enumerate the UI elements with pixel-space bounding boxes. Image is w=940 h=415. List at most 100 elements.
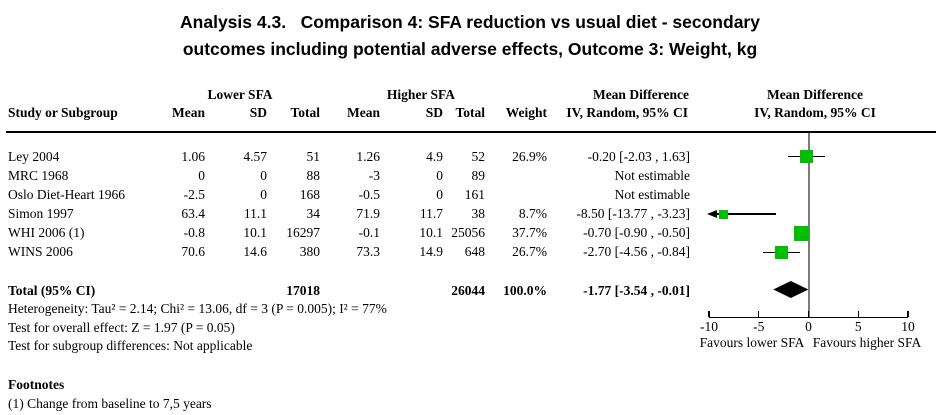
mean-lower: 1.06 xyxy=(181,149,205,164)
total-md-ci: -1.77 [-3.54 , -0.01] xyxy=(583,283,690,298)
sd-higher: 10.1 xyxy=(419,225,443,240)
favours-right-label: Favours higher SFA xyxy=(812,335,922,350)
effect-square-marker xyxy=(794,225,810,241)
total-higher: 25056 xyxy=(451,225,485,240)
weight-value: 26.7% xyxy=(512,244,547,259)
md-ci-value: Not estimable xyxy=(614,168,690,183)
mean-lower: -0.8 xyxy=(183,225,205,240)
footnote-item: (1) Change from baseline to 7,5 years xyxy=(8,396,212,411)
total-higher: 89 xyxy=(471,168,486,183)
study-row: Oslo Diet-Heart 1966 -2.5 0 168 -0.5 0 1… xyxy=(0,185,940,204)
mean-higher: 73.3 xyxy=(356,244,380,259)
axis-tick-label: -10 xyxy=(700,319,718,334)
pooled-diamond xyxy=(773,281,809,298)
weight-value: 37.7% xyxy=(512,225,547,240)
sd-higher: 0 xyxy=(436,168,443,183)
total-lower: 88 xyxy=(306,168,321,183)
total-higher: 52 xyxy=(471,149,486,164)
sd-lower: 14.6 xyxy=(243,244,267,259)
offscale-arrow-icon xyxy=(707,209,717,218)
column-header-sd2: SD xyxy=(425,105,443,120)
axis-tick-label: -5 xyxy=(753,319,765,334)
axis-tick xyxy=(807,311,810,317)
axis-tick xyxy=(857,311,859,317)
md-ci-value: Not estimable xyxy=(614,187,690,202)
sd-higher: 11.7 xyxy=(419,206,443,221)
header-mean-difference-right: Mean Difference xyxy=(766,87,864,102)
axis-tick xyxy=(758,311,760,317)
study-row: Simon 1997 63.4 11.1 34 71.9 11.7 38 8.7… xyxy=(0,204,940,223)
sd-lower: 10.1 xyxy=(243,225,267,240)
total-weight: 100.0% xyxy=(503,283,547,298)
axis-tick xyxy=(907,311,909,317)
sd-lower: 0 xyxy=(260,187,267,202)
total-higher: 648 xyxy=(464,244,485,259)
sd-lower: 11.1 xyxy=(243,206,267,221)
weight-value: 8.7% xyxy=(518,206,547,221)
x-axis xyxy=(709,317,908,319)
axis-tick-label: 10 xyxy=(901,319,915,334)
group-header-higher-sfa: Higher SFA xyxy=(386,87,456,102)
sd-lower: 0 xyxy=(260,168,267,183)
column-header-ci-left: IV, Random, 95% CI xyxy=(566,105,688,120)
column-header-mean2: Mean xyxy=(347,105,380,120)
mean-lower: -2.5 xyxy=(183,187,205,202)
favours-left-label: Favours lower SFA xyxy=(699,335,805,350)
effect-square-marker xyxy=(719,209,729,219)
study-name: WHI 2006 (1) xyxy=(8,225,85,240)
sd-higher: 0 xyxy=(436,187,443,202)
mean-lower: 70.6 xyxy=(181,244,205,259)
total-lower: 51 xyxy=(306,149,321,164)
study-name: Simon 1997 xyxy=(8,206,74,221)
subgroup-diff-stat: Test for subgroup differences: Not appli… xyxy=(8,338,253,353)
axis-tick-label: 5 xyxy=(854,319,862,334)
column-header-mean1: Mean xyxy=(172,105,205,120)
total-lower-sum: 17018 xyxy=(286,283,320,298)
analysis-title-line1: Analysis 4.3. Comparison 4: SFA reductio… xyxy=(180,12,760,32)
md-ci-value: -0.70 [-0.90 , -0.50] xyxy=(583,225,690,240)
axis-tick-label: 0 xyxy=(805,319,812,334)
mean-lower: 63.4 xyxy=(181,206,205,221)
study-name: Oslo Diet-Heart 1966 xyxy=(8,187,125,202)
column-header-ci-right: IV, Random, 95% CI xyxy=(754,105,876,120)
mean-higher: -0.1 xyxy=(358,225,380,240)
zero-line xyxy=(807,133,810,317)
study-name: Ley 2004 xyxy=(8,149,60,164)
total-lower: 34 xyxy=(306,206,321,221)
sd-higher: 4.9 xyxy=(426,149,443,164)
mean-higher: -0.5 xyxy=(358,187,380,202)
column-header-weight: Weight xyxy=(505,105,547,120)
study-name: WINS 2006 xyxy=(8,244,73,259)
column-header-study: Study or Subgroup xyxy=(8,105,118,120)
md-ci-value: -8.50 [-13.77 , -3.23] xyxy=(576,206,690,221)
header-rule xyxy=(6,131,936,133)
study-row: MRC 1968 0 0 88 -3 0 89 Not estimable xyxy=(0,166,940,185)
ci-line xyxy=(709,213,777,215)
mean-higher: 71.9 xyxy=(356,206,380,221)
header-mean-difference-left: Mean Difference xyxy=(592,87,690,102)
overall-effect-stat: Test for overall effect: Z = 1.97 (P = 0… xyxy=(8,320,235,335)
study-row: WINS 2006 70.6 14.6 380 73.3 14.9 648 26… xyxy=(0,242,940,261)
study-name: MRC 1968 xyxy=(8,168,69,183)
total-label: Total (95% CI) xyxy=(8,283,96,298)
column-header-total1: Total xyxy=(290,105,320,120)
group-header-lower-sfa: Lower SFA xyxy=(207,87,273,102)
total-lower: 16297 xyxy=(286,225,320,240)
total-row: Total (95% CI) 17018 26044 100.0% -1.77 … xyxy=(0,281,940,300)
analysis-title: Analysis 4.3. Comparison 4: SFA reductio… xyxy=(0,9,940,63)
analysis-title-line2: outcomes including potential adverse eff… xyxy=(182,39,758,59)
axis-tick xyxy=(708,311,710,317)
sd-higher: 14.9 xyxy=(419,244,443,259)
column-header-sd1: SD xyxy=(249,105,267,120)
study-row: WHI 2006 (1) -0.8 10.1 16297 -0.1 10.1 2… xyxy=(0,223,940,242)
heterogeneity-stat: Heterogeneity: Tau² = 2.14; Chi² = 13.06… xyxy=(8,301,387,316)
md-ci-value: -2.70 [-4.56 , -0.84] xyxy=(583,244,690,259)
md-ci-value: -0.20 [-2.03 , 1.63] xyxy=(587,149,690,164)
total-higher-sum: 26044 xyxy=(451,283,485,298)
study-row: Ley 2004 1.06 4.57 51 1.26 4.9 52 26.9% … xyxy=(0,147,940,166)
weight-value: 26.9% xyxy=(512,149,547,164)
effect-square-marker xyxy=(775,246,789,259)
total-lower: 380 xyxy=(299,244,320,259)
mean-higher: 1.26 xyxy=(356,149,380,164)
sd-lower: 4.57 xyxy=(243,149,267,164)
